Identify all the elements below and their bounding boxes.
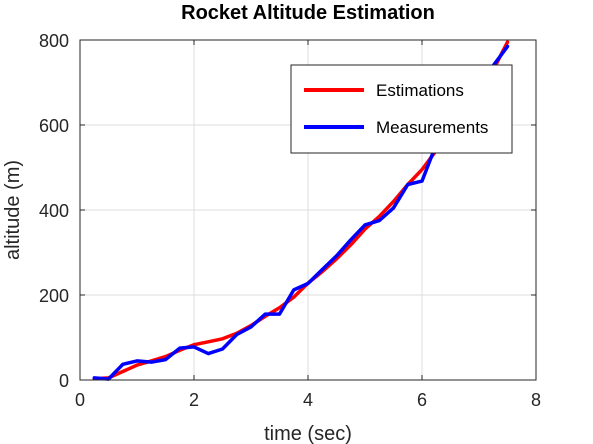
axis-ticks: 0 2 4 6 8 0 200 400 600 800 bbox=[39, 31, 541, 410]
x-axis-label: time (sec) bbox=[264, 423, 352, 444]
legend: Estimations Measurements bbox=[290, 64, 513, 154]
x-tick-label: 8 bbox=[531, 390, 541, 410]
x-tick-label: 4 bbox=[303, 390, 313, 410]
y-tick-label: 800 bbox=[39, 31, 69, 51]
x-tick-label: 2 bbox=[189, 390, 199, 410]
y-tick-label: 0 bbox=[59, 371, 69, 391]
x-tick-label: 0 bbox=[75, 390, 85, 410]
y-tick-label: 600 bbox=[39, 116, 69, 136]
measurements-legend-label: Measurements bbox=[376, 118, 488, 137]
y-tick-label: 200 bbox=[39, 286, 69, 306]
x-tick-label: 6 bbox=[417, 390, 427, 410]
legend-box bbox=[290, 64, 513, 154]
estimations-legend-label: Estimations bbox=[376, 81, 464, 100]
y-tick-label: 400 bbox=[39, 201, 69, 221]
chart-title: Rocket Altitude Estimation bbox=[181, 2, 435, 24]
y-axis-label: altitude (m) bbox=[2, 160, 24, 260]
